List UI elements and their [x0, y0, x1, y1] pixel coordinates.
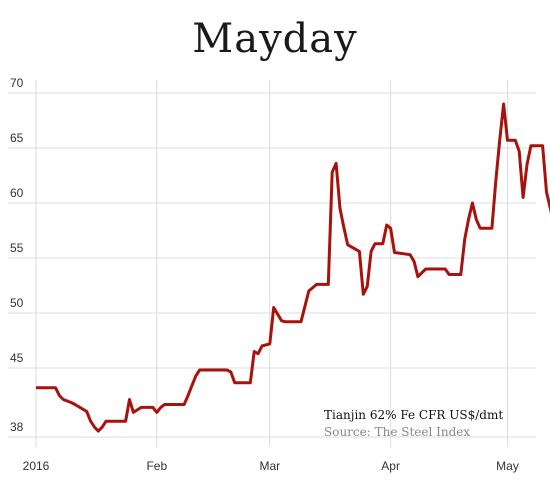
y-axis: 38 45 50 55 60 65 70: [10, 76, 24, 434]
grid-lines: [8, 80, 536, 447]
y-tick-label: 38: [10, 420, 24, 434]
price-series-line: [36, 102, 550, 433]
x-tick-label: May: [496, 459, 519, 473]
y-tick-label: 55: [10, 241, 24, 255]
x-tick-label: Mar: [259, 459, 280, 473]
y-tick-label: 65: [10, 131, 24, 145]
chart-title: Mayday: [192, 16, 358, 62]
y-tick-label: 60: [10, 186, 24, 200]
source-note: Source: The Steel Index: [324, 425, 470, 439]
x-tick-label: 2016: [23, 459, 50, 473]
y-tick-label: 50: [10, 296, 24, 310]
x-tick-label: Feb: [146, 459, 167, 473]
y-tick-label: 45: [10, 351, 24, 365]
y-tick-label: 70: [10, 76, 24, 90]
x-axis: 2016 Feb Mar Apr May: [23, 459, 519, 473]
series-note: Tianjin 62% Fe CFR US$/dmt: [324, 408, 503, 422]
x-tick-label: Apr: [381, 459, 400, 473]
